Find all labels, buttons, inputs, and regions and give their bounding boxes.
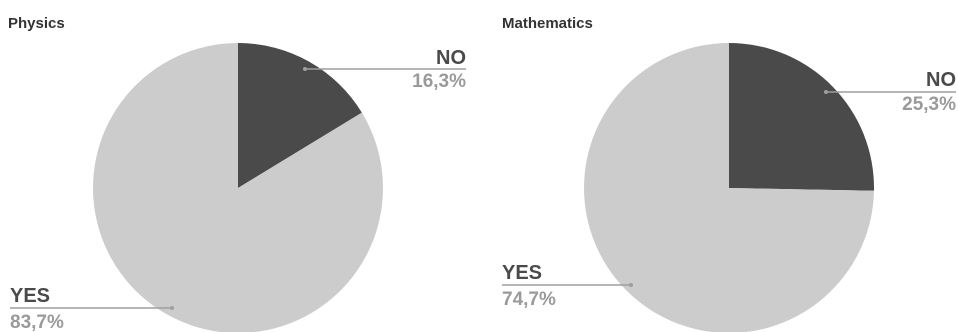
slice-value-no: 16,3% [412, 71, 466, 92]
slice-value-yes: 83,7% [10, 312, 64, 332]
chart-title: Mathematics [502, 15, 593, 32]
slice-label-yes: YES [10, 285, 50, 307]
leader-dot-no [824, 90, 828, 94]
leader-dot-yes [170, 306, 174, 310]
slice-value-yes: 74,7% [502, 289, 556, 310]
pie-slice-no [238, 43, 362, 188]
slice-label-yes: YES [502, 262, 542, 284]
leader-dot-no [303, 67, 307, 71]
chart-title: Physics [8, 15, 65, 32]
slice-label-no: NO [926, 69, 956, 91]
pie-slice-yes [584, 43, 874, 332]
pie-chart-1: Mathematics NO 25,3% YES 74,7% [502, 15, 956, 332]
slice-label-no: NO [436, 47, 466, 69]
pie-slice-no [729, 43, 874, 191]
slice-value-no: 25,3% [902, 94, 956, 115]
leader-dot-yes [629, 283, 633, 287]
pie-slice-yes [93, 43, 383, 332]
